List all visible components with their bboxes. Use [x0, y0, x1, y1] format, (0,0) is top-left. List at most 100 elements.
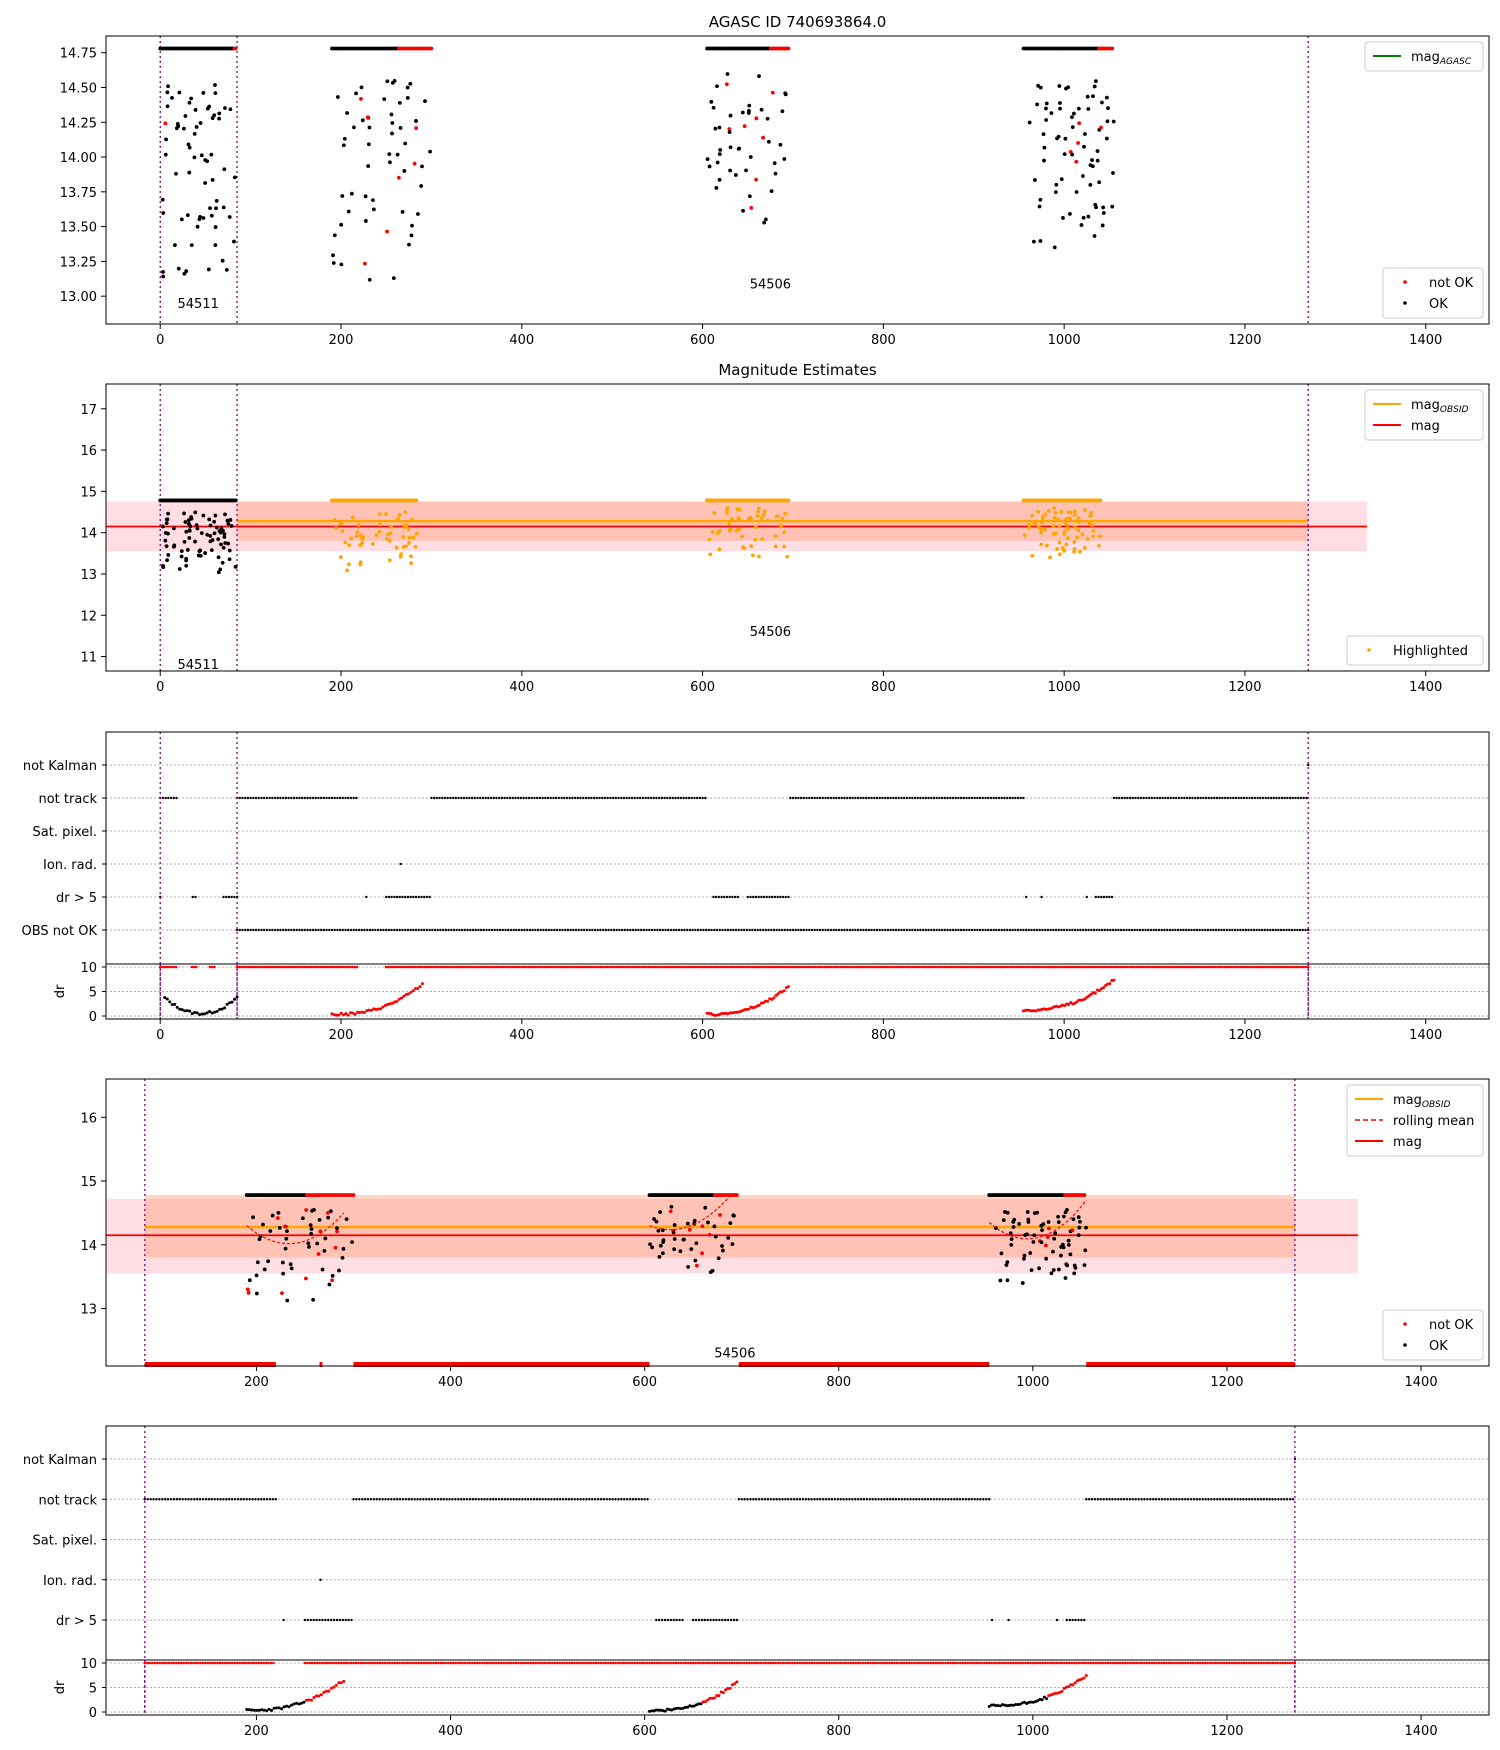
dr-point [374, 1661, 377, 1665]
dr-point [1169, 1661, 1173, 1665]
dr-point [717, 965, 720, 969]
flag-point [804, 1498, 807, 1501]
flag-point [862, 796, 865, 800]
dr-point [1024, 1661, 1027, 1665]
flag-point [1174, 928, 1177, 932]
flag-point [460, 1498, 463, 1501]
dr-point [974, 965, 978, 969]
flag-point [634, 928, 637, 932]
dr-point [330, 965, 334, 969]
dr-point [320, 1661, 324, 1665]
data-point [1072, 540, 1077, 544]
flag-point [443, 796, 447, 800]
dr-point [170, 1661, 173, 1665]
dr-point [439, 1661, 443, 1665]
dr-point [1257, 1661, 1260, 1665]
flag-point [731, 895, 734, 899]
flag-point [1240, 796, 1243, 800]
dr-point [1046, 1661, 1049, 1665]
flag-point [1253, 1498, 1257, 1501]
dr-point [1062, 1687, 1066, 1691]
dr-point [1139, 965, 1143, 969]
data-point [214, 198, 219, 203]
data-point [1051, 523, 1056, 528]
data-point [192, 155, 197, 160]
data-point [389, 112, 394, 117]
dr-point [576, 965, 580, 969]
flag-point [761, 928, 765, 932]
dr-point [1137, 965, 1141, 969]
flag-point [984, 796, 987, 800]
flag-point [463, 928, 467, 932]
flag-point [1271, 1498, 1274, 1501]
dr-point [1067, 1003, 1071, 1007]
flag-point [1024, 895, 1028, 899]
dr-point [1196, 1661, 1200, 1665]
dr-point [1024, 965, 1028, 969]
dr-point [760, 965, 763, 969]
dr-point [351, 1011, 355, 1015]
flag-point [663, 796, 666, 800]
dr-point [875, 965, 878, 969]
flag-point [919, 796, 922, 800]
data-point [363, 219, 368, 223]
dr-point [461, 965, 465, 969]
flag-point [1305, 796, 1308, 800]
flag-point [779, 895, 782, 899]
flag-point [1114, 1498, 1117, 1501]
x-tick-label: 800 [871, 1028, 896, 1043]
dr-point [381, 1661, 384, 1665]
dr-point [1230, 1661, 1234, 1665]
dr-point [400, 996, 404, 1000]
dr-point [507, 1661, 511, 1665]
data-point [174, 171, 178, 176]
data-point [163, 121, 168, 126]
flag-point [573, 796, 577, 800]
flag-point [1146, 1498, 1149, 1501]
data-point [749, 544, 754, 549]
x-tick-label: 1200 [1228, 333, 1261, 348]
dr-point [172, 965, 176, 969]
dr-point [854, 1661, 858, 1665]
flag-point [978, 928, 982, 932]
flag-point [645, 928, 648, 932]
flag-point [881, 928, 884, 932]
dr-point [517, 1661, 520, 1665]
dr-point [877, 965, 881, 969]
data-point [345, 568, 350, 573]
dr-point [158, 1661, 161, 1665]
dr-point [228, 1001, 232, 1005]
dr-point [1259, 1661, 1263, 1665]
dr-point [672, 1661, 676, 1665]
flag-point [916, 928, 919, 932]
dr-point [1019, 965, 1023, 969]
flag-point [1250, 928, 1253, 932]
dr-point [832, 965, 835, 969]
dr-point [927, 1661, 930, 1665]
flag-point [328, 796, 331, 800]
data-point [1009, 1242, 1014, 1247]
flag-point [1095, 928, 1098, 932]
data-point [1033, 519, 1038, 524]
dr-point [389, 965, 393, 969]
data-point [714, 185, 719, 190]
data-point [358, 562, 363, 567]
dr-point [1037, 965, 1041, 969]
data-point [648, 1242, 652, 1247]
x-tick-label: 600 [690, 1028, 715, 1043]
flag-point [1288, 928, 1291, 932]
flag-point [276, 928, 279, 932]
dr-point [424, 1661, 428, 1665]
data-point [733, 173, 738, 177]
flag-point [515, 928, 518, 932]
dr-point [1007, 1661, 1010, 1665]
dr-point [189, 1661, 193, 1665]
data-point [1043, 1243, 1048, 1248]
dr-point [184, 1661, 188, 1665]
dr-point [358, 1010, 362, 1014]
obsid-annotation: 54511 [178, 658, 219, 673]
data-point [335, 1226, 339, 1231]
dr-point [953, 1661, 957, 1665]
dr-point [1212, 965, 1215, 969]
